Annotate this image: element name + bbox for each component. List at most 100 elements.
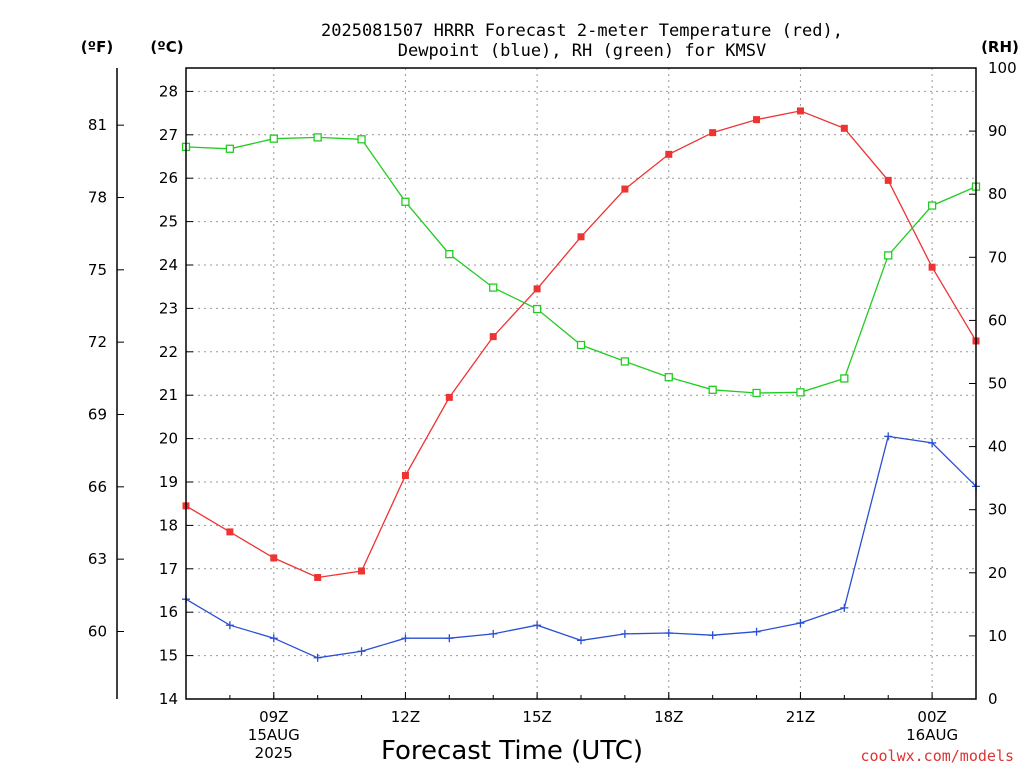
time-tick-label: 18Z — [654, 708, 683, 726]
dewpoint-point — [269, 634, 278, 643]
time-tick-label: 15Z — [522, 708, 551, 726]
time-tick-label: 16AUG — [906, 726, 958, 744]
celsius-axis: 14 15 16 17 18 19 20 21 22 23 24 25 26 27 28 — [159, 82, 193, 708]
temperature-point — [270, 554, 278, 562]
temperature-point — [445, 393, 453, 401]
temperature-point — [621, 185, 629, 193]
rh-tick-label: 30 — [988, 501, 1007, 519]
rh-tick-label: 70 — [988, 248, 1007, 266]
rh-tick-label: 80 — [988, 185, 1007, 203]
celsius-tick-label: 21 — [159, 386, 178, 404]
dewpoint-point — [708, 631, 717, 640]
rh-point — [357, 135, 366, 144]
time-tick-label: 15AUG — [248, 726, 300, 744]
rh-axis-unit: (RH) — [981, 38, 1019, 56]
plot-frame — [185, 67, 977, 700]
rh-tick-label: 10 — [988, 627, 1007, 645]
celsius-tick-label: 27 — [159, 126, 178, 144]
fahrenheit-tick-label: 69 — [88, 405, 107, 423]
credit-text: coolwx.com/models — [860, 747, 1014, 765]
dewpoint-point — [752, 627, 761, 636]
time-tick-label: 2025 — [255, 744, 293, 762]
dewpoint-point — [884, 432, 893, 441]
rh-point — [796, 388, 805, 397]
rh-point — [620, 357, 630, 366]
celsius-tick-label: 18 — [159, 516, 178, 534]
rh-tick-label: 40 — [988, 438, 1007, 456]
temperature-point — [358, 567, 366, 575]
dewpoint-point — [225, 621, 234, 630]
temperature-point — [753, 116, 761, 124]
grid-lines — [186, 68, 976, 699]
dewpoint-point — [401, 634, 410, 643]
temperature-point — [577, 233, 585, 241]
rh-point — [840, 374, 849, 383]
rh-point — [225, 144, 235, 153]
celsius-tick-label: 16 — [159, 603, 178, 621]
dewpoint-point — [664, 629, 673, 638]
chart-title: 2025081507 HRRR Forecast 2-meter Tempera… — [321, 21, 843, 61]
rh-point — [927, 201, 937, 210]
dewpoint-point — [577, 636, 585, 645]
fahrenheit-tick-label: 72 — [88, 333, 107, 351]
dewpoint-point — [796, 619, 805, 628]
celsius-tick-label: 19 — [159, 473, 178, 491]
rh-point — [708, 385, 717, 394]
rh-point — [664, 373, 673, 382]
rh-point — [445, 249, 454, 259]
dewpoint-point — [313, 653, 322, 662]
rh-tick-label: 90 — [988, 122, 1007, 140]
rh-tick-label: 50 — [988, 375, 1007, 393]
celsius-tick-label: 26 — [159, 169, 178, 187]
celsius-tick-label: 23 — [159, 299, 178, 317]
fahrenheit-axis: 60 63 66 69 72 75 78 81 — [88, 68, 124, 699]
rh-point — [489, 283, 498, 292]
rh-point — [752, 388, 761, 398]
dewpoint-point — [489, 629, 498, 638]
temperature-point — [709, 129, 717, 137]
temperature-point — [533, 285, 541, 293]
fahrenheit-tick-label: 63 — [88, 550, 107, 568]
dewpoint-series-line — [185, 435, 977, 659]
fahrenheit-tick-label: 66 — [88, 478, 107, 496]
dewpoint-point — [840, 603, 849, 612]
rh-tick-label: 20 — [988, 564, 1007, 582]
chart-title-line-1: 2025081507 HRRR Forecast 2-meter Tempera… — [321, 21, 843, 41]
rh-point — [576, 340, 586, 350]
dewpoint-point — [928, 438, 937, 447]
celsius-tick-label: 25 — [159, 213, 178, 231]
fahrenheit-tick-label: 81 — [88, 116, 107, 134]
rh-axis: 0 10 20 30 40 50 60 70 80 90 100 — [969, 59, 1017, 708]
rh-tick-label: 60 — [988, 311, 1007, 329]
temperature-point — [226, 528, 234, 536]
rh-point — [884, 251, 893, 260]
dewpoint-point — [533, 621, 542, 630]
temperature-point — [928, 263, 936, 271]
celsius-tick-label: 15 — [159, 647, 178, 665]
x-axis-label: Forecast Time (UTC) — [381, 736, 643, 766]
rh-series-line — [185, 136, 977, 394]
dewpoint-point — [445, 634, 454, 643]
temperature-point — [884, 176, 892, 184]
dewpoint-point — [620, 629, 629, 638]
rh-tick-label: 0 — [988, 690, 998, 708]
rh-point — [401, 197, 410, 206]
fahrenheit-tick-label: 60 — [88, 622, 107, 640]
celsius-tick-label: 20 — [159, 430, 178, 448]
time-tick-label: 09Z — [259, 708, 288, 726]
time-tick-label: 12Z — [391, 708, 420, 726]
celsius-tick-label: 14 — [159, 690, 178, 708]
celsius-tick-label: 22 — [159, 343, 178, 361]
time-tick-label: 00Z — [917, 708, 946, 726]
fahrenheit-tick-label: 75 — [88, 261, 107, 279]
temperature-point — [665, 150, 673, 158]
rh-point — [313, 133, 322, 142]
temperature-point — [840, 124, 848, 132]
time-tick-label: 21Z — [786, 708, 815, 726]
rh-tick-label: 100 — [988, 59, 1017, 77]
dewpoint-point — [357, 647, 366, 656]
chart-title-line-2: Dewpoint (blue), RH (green) for KMSV — [398, 41, 766, 61]
celsius-tick-label: 28 — [159, 82, 178, 100]
